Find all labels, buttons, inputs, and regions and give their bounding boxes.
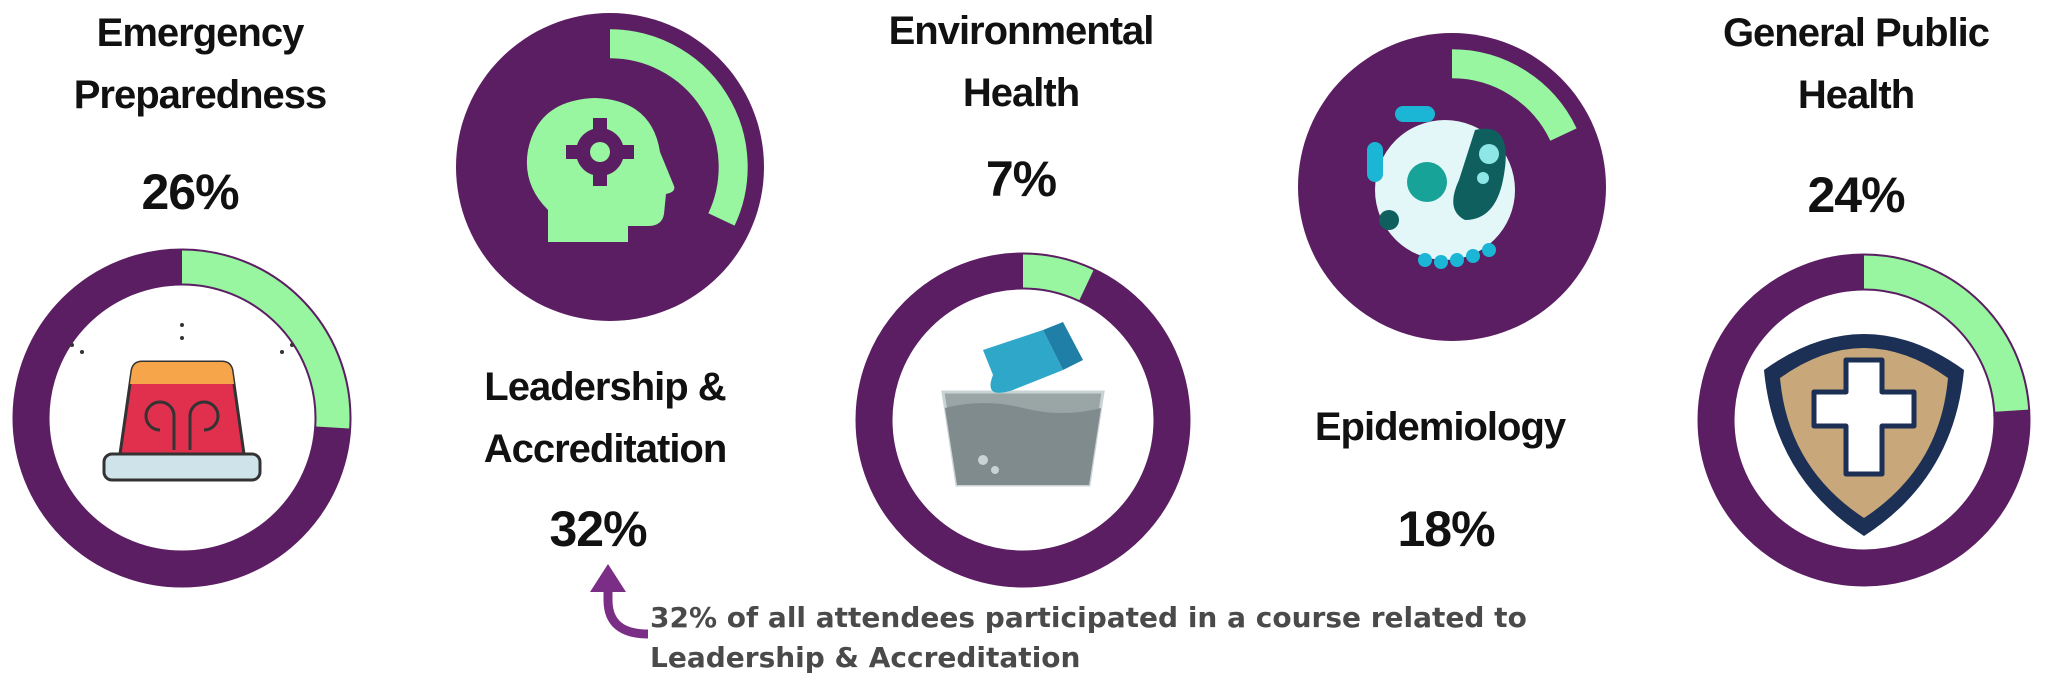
shield-icon [1764,334,1964,536]
siren-icon [70,323,294,480]
chart-title: Environmental Health [871,0,1171,124]
value-label: 18% [1397,500,1494,558]
chart-title: Leadership & Accreditation [455,356,755,480]
page: {"chart_data": [ {"type": "donut", "titl… [0,0,2049,683]
annotation-arrow [590,564,648,634]
chart-title: General Public Health [1696,2,2016,126]
annotation: 32% of all attendees participated in a c… [650,598,1710,678]
value-label: 24% [1807,166,1904,224]
donut-segment [1023,271,1086,285]
value-label: 26% [141,163,238,221]
basin-icon [943,322,1103,485]
chart-title: Epidemiology [1290,396,1590,458]
chart-title: Emergency Preparedness [40,2,360,126]
value-label: 32% [549,500,646,558]
value-label: 7% [986,150,1056,208]
